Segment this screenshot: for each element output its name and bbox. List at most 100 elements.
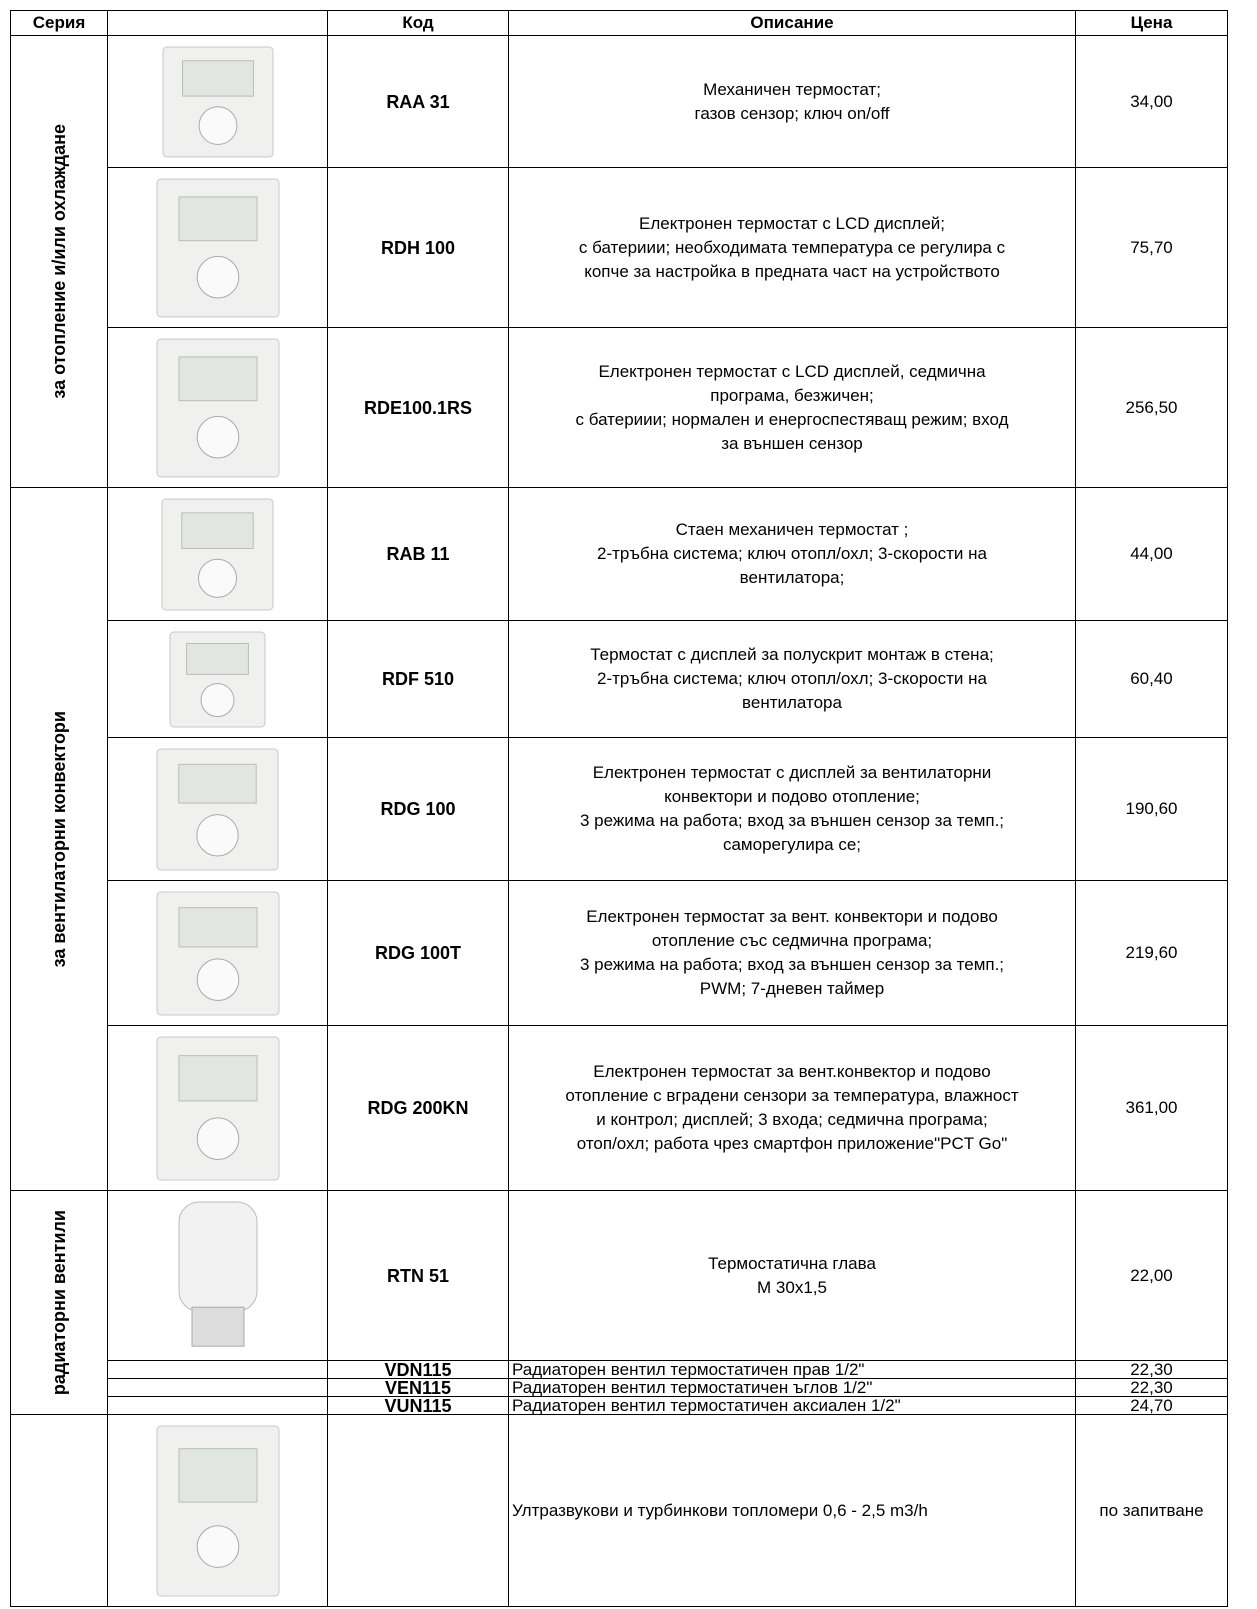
code-cell: VUN115 [327,1396,509,1415]
image-cell [107,1025,328,1191]
code-cell: RDH 100 [327,167,509,328]
description-line: копче за настройка в предната част на ус… [584,261,1000,281]
description-line: 3 режима на работа; вход за външен сензо… [579,811,1005,830]
code-cell: RDF 510 [327,620,509,738]
description-line: с батериии; нормален и енергоспестяващ р… [575,409,1009,429]
price-cell: 24,70 [1075,1396,1228,1415]
description-cell: Радиаторен вентил термостатичен ъглов 1/… [508,1378,1076,1397]
description-line: Радиаторен вентил термостатичен ъглов 1/… [512,1377,873,1397]
image-cell [107,35,328,168]
description-line: PWM; 7-дневен таймер [699,979,885,998]
series-cell: радиаторни вентили [10,1190,108,1415]
description-cell: Термостатична глава M 30x1,5 [508,1190,1076,1361]
product-image [169,631,266,727]
product-image [156,1425,279,1596]
series-cell: за вентилаторни конвектори [10,487,108,1191]
description-line: отоп/охл; работа чрез смартфон приложени… [576,1134,1008,1153]
series-label: за отопление и/или охлаждане [49,124,69,399]
image-cell [107,620,328,738]
image-cell [107,487,328,621]
description-cell: Електронен термостат за вент.конвектор и… [508,1025,1076,1191]
product-image [156,748,279,870]
header-price: Цена [1075,10,1228,36]
code-cell [327,1414,509,1607]
image-cell [107,1360,328,1379]
price-cell: 34,00 [1075,35,1228,168]
price-cell: 22,30 [1075,1360,1228,1379]
description-line: Термостат с дисплей за полускрит монтаж … [590,645,994,664]
description-line: и контрол; дисплей; 3 входа; седмична пр… [596,1110,988,1129]
price-cell: 361,00 [1075,1025,1228,1191]
description-line: Електронен термостат с дисплей за вентил… [592,763,992,782]
image-cell [107,880,328,1026]
price-cell: 44,00 [1075,487,1228,621]
description-line: 3 режима на работа; вход за външен сензо… [579,955,1005,974]
description-line: 2-тръбна система; ключ отопл/охл; 3-скор… [597,544,987,563]
price-cell: 75,70 [1075,167,1228,328]
product-image [156,178,279,317]
product-image [161,498,274,610]
description-line: Радиаторен вентил термостатичен прав 1/2… [512,1359,865,1379]
code-cell: RDG 200KN [327,1025,509,1191]
description-cell: Електронен термостат за вент. конвектори… [508,880,1076,1026]
series-label: за вентилаторни конвектори [49,710,69,968]
description-line: Електронен термостат за вент. конвектори… [586,907,998,926]
description-line: 2-тръбна система; ключ отопл/охл; 3-скор… [597,669,987,688]
product-image [156,891,279,1015]
code-cell: RAB 11 [327,487,509,621]
description-cell: Ултразвукови и турбинкови топломери 0,6 … [508,1414,1076,1607]
description-line: вентилатора [742,693,842,712]
price-cell: по запитване [1075,1414,1228,1607]
price-cell: 219,60 [1075,880,1228,1026]
description-line: Термостатична глава [708,1253,876,1273]
image-cell [107,327,328,488]
series-label: радиаторни вентили [49,1209,69,1396]
description-cell: Електронен термостат с дисплей за вентил… [508,737,1076,881]
code-cell: RDG 100 [327,737,509,881]
price-cell: 190,60 [1075,737,1228,881]
image-cell [107,1414,328,1607]
description-cell: Радиаторен вентил термостатичен аксиален… [508,1396,1076,1415]
description-line: саморегулира се; [722,835,862,854]
description-cell: Стаен механичен термостат ; 2-тръбна сист… [508,487,1076,621]
product-image [156,1036,279,1180]
code-cell: RTN 51 [327,1190,509,1361]
header-code: Код [327,10,509,36]
image-cell [107,1396,328,1415]
price-cell: 22,00 [1075,1190,1228,1361]
series-cell: за отопление и/или охлаждане [10,35,108,488]
description-line: Електронен термостат с LCD дисплей, седм… [598,361,986,381]
description-line: конвектори и подово отопление; [664,787,920,806]
code-cell: RDE100.1RS [327,327,509,488]
description-line: Механичен термостат; [703,79,881,99]
series-cell [10,1414,108,1607]
product-image [162,46,273,157]
description-line: Стаен механичен термостат ; [675,520,909,539]
description-line: газов сензор; ключ on/off [694,103,890,123]
description-line: Радиаторен вентил термостатичен аксиален… [512,1395,901,1415]
code-cell: RAA 31 [327,35,509,168]
description-cell: Електронен термостат с LCD дисплей, седм… [508,327,1076,488]
product-image [156,338,279,477]
description-cell: Радиаторен вентил термостатичен прав 1/2… [508,1360,1076,1379]
description-line: Ултразвукови и турбинкови топломери 0,6 … [512,1500,928,1520]
description-cell: Термостат с дисплей за полускрит монтаж … [508,620,1076,738]
description-line: вентилатора; [739,568,845,587]
description-line: с батериии; необходимата температура се … [578,237,1006,257]
image-cell [107,737,328,881]
description-line: програма, безжичен; [710,385,874,405]
header-series: Серия [10,10,108,36]
description-line: Електронен термостат с LCD дисплей; [639,213,945,233]
description-cell: Електронен термостат с LCD дисплей; с бат… [508,167,1076,328]
price-cell: 256,50 [1075,327,1228,488]
description-line: M 30x1,5 [757,1277,827,1297]
description-line: отопление със седмична програма; [651,931,933,950]
description-cell: Механичен термостат; газов сензор; ключ o… [508,35,1076,168]
description-line: отопление с вградени сензори за температ… [565,1086,1019,1105]
image-cell [107,1190,328,1361]
header-image [107,10,328,36]
header-description: Описание [508,10,1076,36]
description-line: Електронен термостат за вент.конвектор и… [593,1062,991,1081]
price-cell: 22,30 [1075,1378,1228,1397]
description-line: за външен сензор [721,433,863,453]
